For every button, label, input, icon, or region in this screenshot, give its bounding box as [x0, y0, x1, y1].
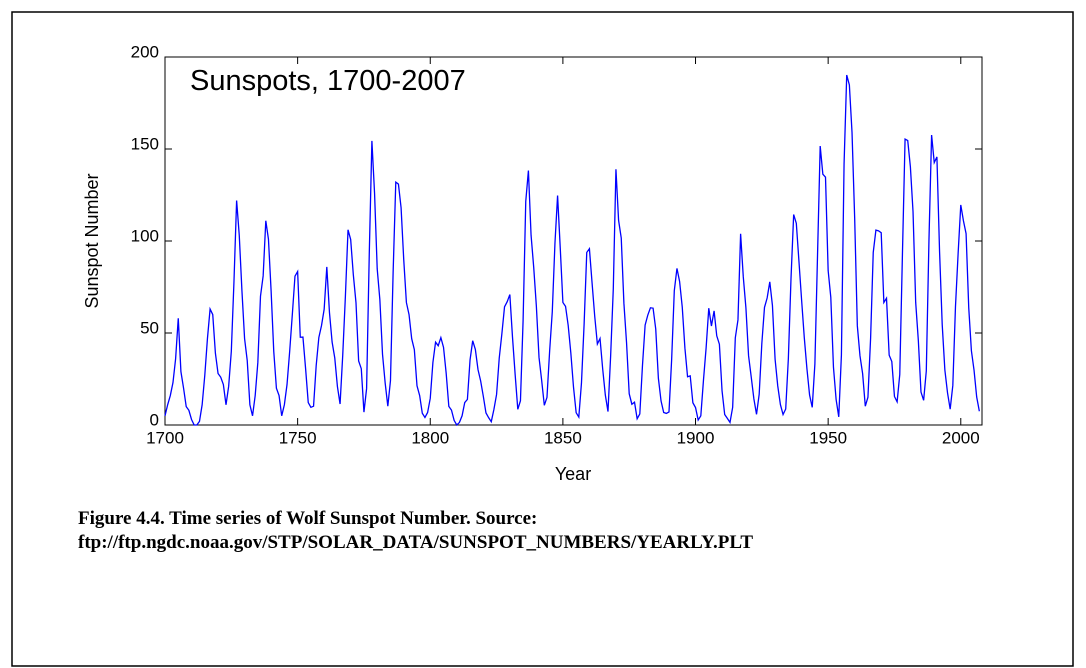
y-tick-label: 150 — [131, 134, 159, 153]
x-tick-label: 1900 — [677, 428, 715, 447]
y-tick-label: 0 — [150, 410, 159, 429]
x-tick-label: 1700 — [146, 428, 184, 447]
chart-title: Sunspots, 1700-2007 — [190, 65, 466, 97]
figure-border — [11, 11, 1074, 667]
x-tick-label: 1850 — [544, 428, 582, 447]
x-tick-label: 2000 — [942, 428, 980, 447]
y-tick-label: 200 — [131, 42, 159, 61]
caption-line: ftp://ftp.ngdc.noaa.gov/STP/SOLAR_DATA/S… — [78, 532, 753, 553]
data-line — [164, 74, 980, 427]
x-tick-label: 1750 — [279, 428, 317, 447]
x-axis-label: Year — [555, 464, 591, 484]
caption-line: Figure 4.4. Time series of Wolf Sunspot … — [78, 508, 537, 529]
y-tick-label: 50 — [140, 318, 159, 337]
y-axis-label: Sunspot Number — [82, 173, 102, 308]
x-tick-label: 1950 — [809, 428, 847, 447]
x-tick-label: 1800 — [411, 428, 449, 447]
y-tick-label: 100 — [131, 226, 159, 245]
